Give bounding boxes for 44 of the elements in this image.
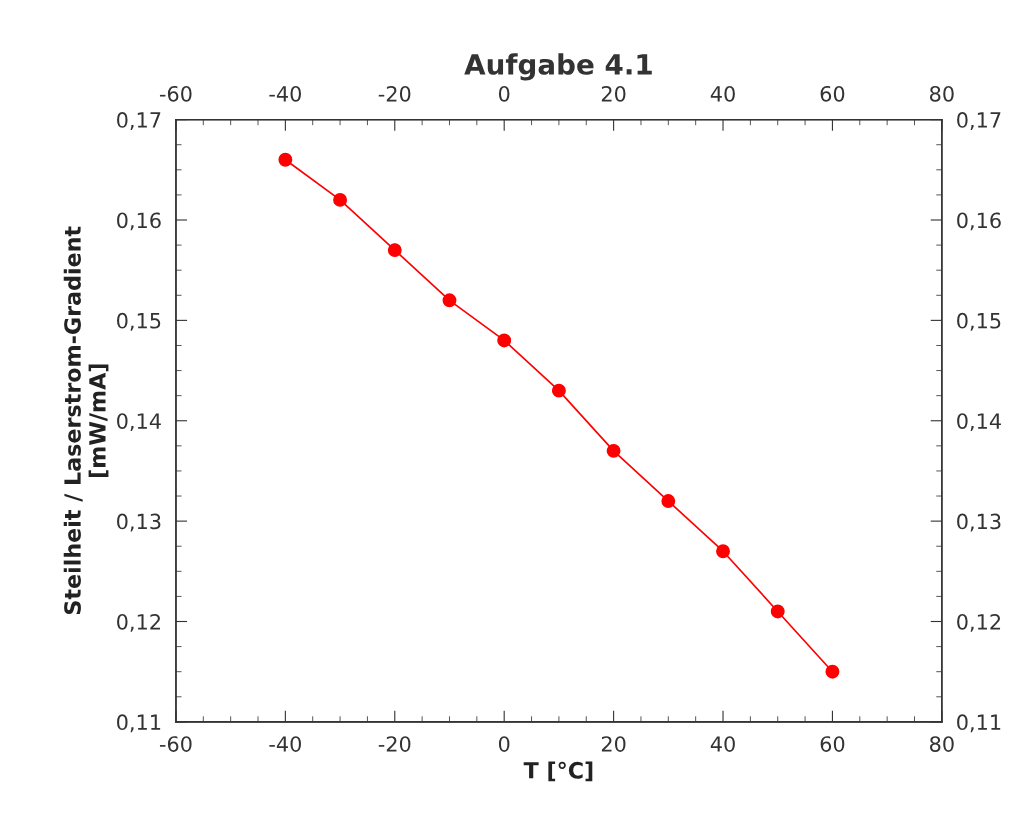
y2-tick-label: 0,16 [957, 212, 1001, 231]
y2-tick-label: 0,17 [957, 112, 1001, 130]
y-tick-label: 0,11 [117, 714, 161, 733]
x2-tick-label: 20 [601, 85, 626, 102]
y2-tick-label: 0,13 [957, 513, 1001, 532]
x-tick-label: 20 [601, 736, 626, 752]
y2-tick-label: 0,12 [957, 613, 1001, 632]
x-tick-label: 60 [820, 736, 845, 752]
x-tick-label: 0 [498, 736, 510, 752]
x-tick-label: -60 [159, 736, 192, 752]
y-axis-title: Steilheit / Laserstrom-Gradient [mW/mA] [63, 226, 109, 615]
y2-tick-label: 0,15 [957, 312, 1001, 331]
point [333, 192, 348, 207]
y2-tick-label: 0,11 [957, 714, 1001, 733]
point [497, 333, 512, 348]
point [770, 604, 785, 619]
point [442, 293, 457, 308]
point [551, 383, 566, 398]
x2-tick-label: 0 [498, 85, 510, 102]
x2-tick-label: -40 [269, 85, 301, 102]
x2-tick-label: -20 [378, 85, 411, 102]
y-tick-label: 0,12 [117, 613, 160, 632]
x-axis-title: T [°C] [523, 761, 593, 782]
point [661, 494, 676, 508]
x-tick-label: 80 [930, 736, 954, 752]
chart-title: Aufgabe 4.1 [464, 53, 652, 81]
x2-tick-label: -60 [159, 85, 192, 102]
y-tick-label: 0,16 [117, 212, 161, 231]
point [606, 443, 621, 458]
x-tick-label: 40 [710, 736, 735, 752]
y-tick-label: 0,14 [117, 413, 161, 432]
point [716, 544, 730, 559]
point [278, 152, 293, 167]
y-tick-label: 0,13 [117, 513, 161, 532]
point [387, 243, 402, 258]
x2-tick-label: 60 [820, 85, 845, 102]
x2-tick-label: 40 [710, 85, 735, 102]
x-tick-label: -20 [378, 736, 411, 752]
y-tick-label: 0,15 [117, 312, 161, 331]
x-tick-label: -40 [269, 736, 301, 752]
y-tick-label: 0,17 [117, 112, 161, 130]
y2-tick-label: 0,14 [957, 413, 1001, 432]
x2-tick-label: 80 [930, 85, 954, 102]
point [825, 664, 840, 679]
